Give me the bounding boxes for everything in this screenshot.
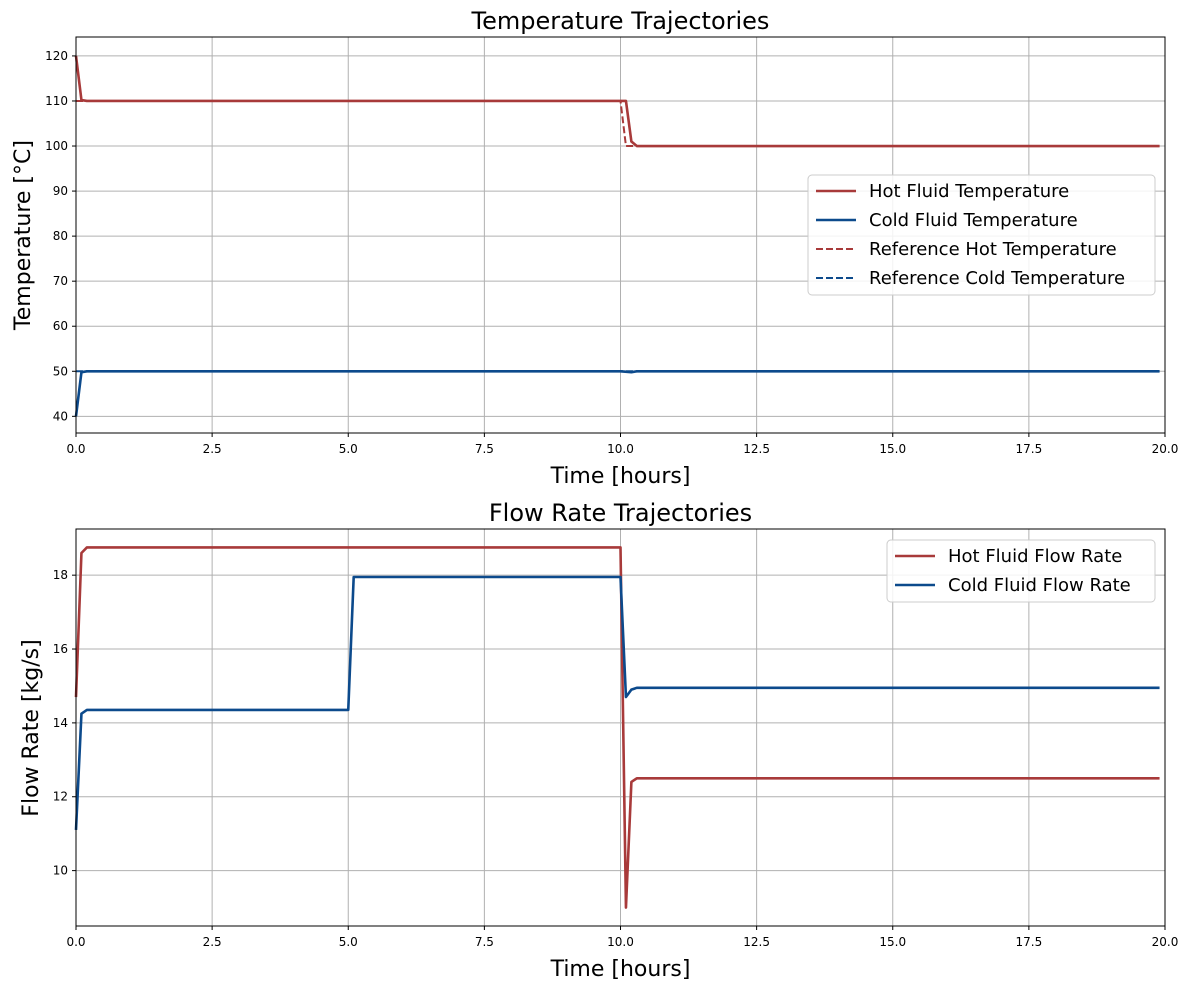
y-axis-label: Temperature [°C]	[11, 140, 36, 331]
y-tick-label: 40	[53, 409, 68, 423]
legend-box	[807, 174, 1156, 296]
x-tick-label: 2.5	[203, 935, 222, 949]
y-tick-label: 18	[53, 568, 68, 582]
series-line-cold-fluid-flow-rate	[74, 575, 1160, 831]
x-axis-label: Time [hours]	[550, 957, 691, 982]
y-tick-label: 110	[45, 94, 68, 108]
y-axis-label: Flow Rate [kg/s]	[19, 639, 44, 816]
y-tick-label: 50	[53, 364, 68, 378]
y-tick-label: 10	[53, 864, 68, 878]
legend-label: Reference Hot Temperature	[869, 239, 1117, 260]
y-tick-label: 90	[53, 184, 68, 198]
x-tick-label: 10.0	[607, 442, 634, 456]
x-tick-label: 17.5	[1016, 935, 1043, 949]
x-tick-label: 10.0	[607, 935, 634, 949]
x-tick-label: 0.0	[66, 442, 85, 456]
y-tick-label: 16	[53, 642, 68, 656]
legend-label: Cold Fluid Flow Rate	[948, 575, 1131, 596]
legend-label: Reference Cold Temperature	[869, 268, 1125, 289]
x-tick-label: 20.0	[1152, 442, 1179, 456]
legend: Hot Fluid Flow Rate Cold Fluid Flow Rate	[886, 539, 1156, 603]
x-tick-label: 12.5	[743, 935, 770, 949]
legend-label: Hot Fluid Flow Rate	[948, 546, 1122, 567]
x-tick-label: 5.0	[339, 442, 358, 456]
x-tick-label: 7.5	[475, 935, 494, 949]
y-tick-label: 120	[45, 49, 68, 63]
legend-label: Cold Fluid Temperature	[869, 210, 1078, 231]
chart-title: Temperature Trajectories	[471, 7, 770, 35]
x-tick-label: 5.0	[339, 935, 358, 949]
chart-title: Flow Rate Trajectories	[489, 499, 752, 527]
x-axis-label: Time [hours]	[550, 464, 691, 489]
series-line-reference-hot-temperature	[76, 99, 1160, 148]
legend-label: Hot Fluid Temperature	[869, 181, 1069, 202]
y-tick-label: 70	[53, 274, 68, 288]
y-tick-label: 12	[53, 790, 68, 804]
y-tick-label: 80	[53, 229, 68, 243]
x-tick-label: 15.0	[879, 442, 906, 456]
legend: Hot Fluid Temperature Cold Fluid Temperat…	[807, 174, 1156, 296]
x-tick-label: 12.5	[743, 442, 770, 456]
x-tick-label: 15.0	[879, 935, 906, 949]
y-tick-label: 14	[53, 716, 68, 730]
x-tick-label: 2.5	[203, 442, 222, 456]
x-tick-label: 20.0	[1152, 935, 1179, 949]
series-line-hot-fluid-flow-rate	[74, 546, 1160, 909]
series-line-cold-fluid-temperature	[74, 369, 1160, 417]
chart-panel-2: 0.0 2.5 5.0 7.5 10.0 12.5 15.0 17.5 20.0 10 12 14 16…	[19, 499, 1178, 982]
y-tick-label: 60	[53, 319, 68, 333]
chart-panel-1: 0.0 2.5 5.0 7.5 10.0 12.5 15.0 17.5 20.0 40 50 60 70…	[11, 7, 1178, 489]
x-tick-label: 17.5	[1016, 442, 1043, 456]
legend-box	[886, 539, 1156, 603]
x-tick-label: 7.5	[475, 442, 494, 456]
y-tick-label: 100	[45, 139, 68, 153]
x-tick-label: 0.0	[66, 935, 85, 949]
